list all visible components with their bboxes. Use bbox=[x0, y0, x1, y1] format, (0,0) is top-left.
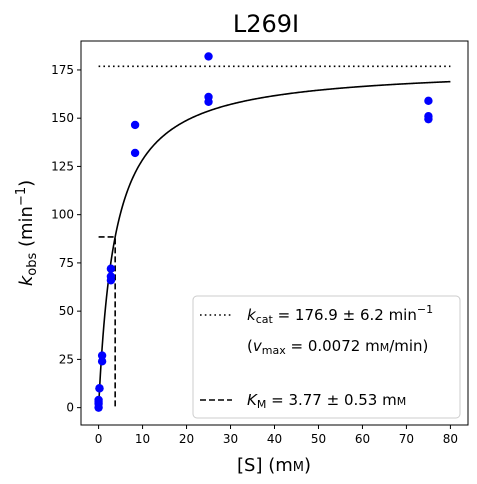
data-point bbox=[97, 351, 107, 360]
y-tick-label: 50 bbox=[59, 304, 74, 318]
y-tick-label: 0 bbox=[66, 401, 74, 415]
x-tick-label: 20 bbox=[179, 432, 194, 446]
data-point bbox=[95, 384, 104, 393]
chart-title: L269I bbox=[233, 10, 299, 38]
legend: kcat = 176.9 ± 6.2 min−1 (vmax = 0.0072 … bbox=[192, 295, 461, 419]
data-point bbox=[130, 148, 140, 158]
y-tick-label: 75 bbox=[59, 256, 74, 270]
data-points bbox=[94, 52, 433, 412]
x-axis-label: [S] (mM) bbox=[237, 455, 311, 476]
y-axis-ticks: 0 25 50 75 100 125 150 175 bbox=[51, 63, 81, 415]
data-point bbox=[424, 96, 433, 106]
y-tick-label: 100 bbox=[51, 208, 74, 222]
data-point bbox=[204, 92, 213, 102]
data-point bbox=[106, 272, 116, 281]
x-tick-label: 50 bbox=[311, 432, 326, 446]
legend-km: KM = 3.77 ± 0.53 mM bbox=[247, 391, 406, 411]
data-point bbox=[94, 395, 103, 405]
km-line bbox=[98, 236, 116, 408]
legend-kcat: kcat = 176.9 ± 6.2 min−1 bbox=[247, 303, 433, 326]
y-tick-label: 150 bbox=[51, 111, 74, 125]
data-point bbox=[204, 52, 213, 61]
x-axis-ticks: 0 10 20 30 40 50 60 70 80 bbox=[95, 425, 458, 446]
legend-box bbox=[192, 295, 461, 419]
y-tick-label: 125 bbox=[51, 159, 74, 173]
y-tick-label: 175 bbox=[51, 63, 74, 77]
x-tick-label: 30 bbox=[223, 432, 238, 446]
x-tick-label: 80 bbox=[443, 432, 458, 446]
x-tick-label: 40 bbox=[267, 432, 282, 446]
y-axis-label: kobs (min−1) bbox=[14, 180, 40, 286]
data-point bbox=[97, 357, 107, 366]
data-point bbox=[106, 264, 116, 273]
legend-vmax: (vmax = 0.0072 mM/min) bbox=[247, 337, 428, 357]
x-tick-label: 0 bbox=[95, 432, 103, 446]
y-tick-label: 25 bbox=[59, 352, 74, 366]
fit-curve bbox=[97, 80, 451, 408]
x-tick-label: 70 bbox=[399, 432, 414, 446]
x-tick-label: 10 bbox=[135, 432, 150, 446]
x-tick-label: 60 bbox=[355, 432, 370, 446]
data-point bbox=[424, 112, 433, 121]
data-point bbox=[130, 120, 140, 130]
plot-lines bbox=[97, 65, 451, 408]
